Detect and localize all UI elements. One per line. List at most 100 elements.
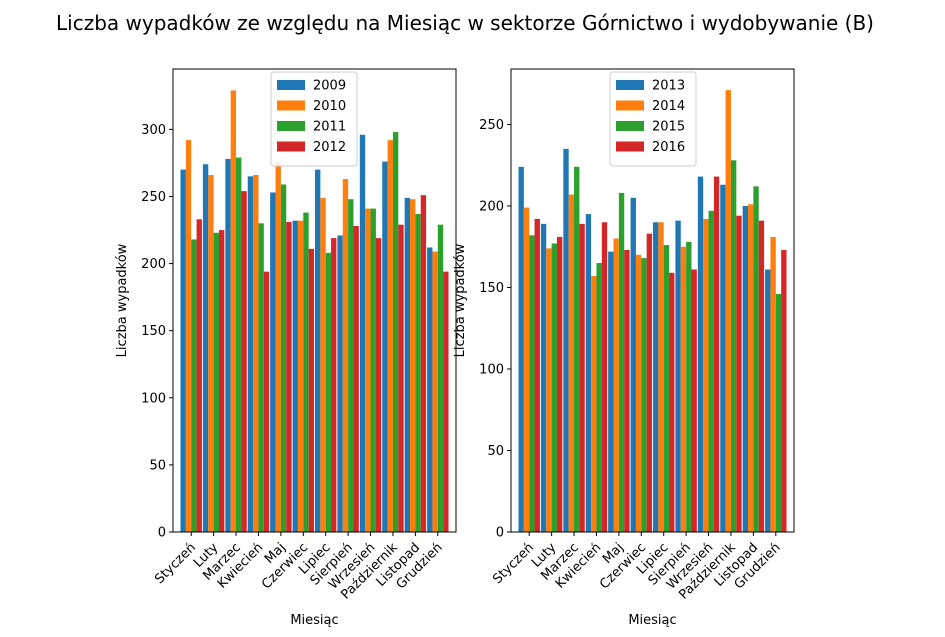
bar-2010-Kwiecień [253,175,259,532]
bar-2012-Listopad [420,195,427,532]
bar-2010-Styczeń [185,140,192,532]
bar-2016-Marzec [579,223,585,532]
legend-swatch [277,100,305,111]
y-axis-label: Liczba wypadków [453,243,468,357]
bar-2009-Lipiec [315,169,321,532]
bar-2015-Kwiecień [596,263,602,532]
bar-2012-Sierpień [353,226,359,532]
legend-swatch [616,80,644,90]
bar-2009-Maj [270,192,276,532]
bar-2014-Lipiec [658,222,664,532]
bar-2015-Maj [618,192,625,532]
bar-2013-Styczeń [518,166,524,532]
bar-2016-Czerwiec [646,233,653,532]
bar-2014-Luty [546,248,552,532]
bar-2009-Listopad [404,197,411,532]
x-tick-label: Styczeń [490,540,537,587]
bar-2011-Grudzień [437,224,444,532]
y-tick-label: 300 [141,123,166,138]
bar-2016-Luty [556,236,563,533]
y-tick-label: 0 [158,526,166,541]
bar-2010-Czerwiec [297,220,304,532]
legend-swatch [277,141,305,152]
bar-2011-Wrzesień [370,208,376,532]
legend: 2009 2010 2011 2012 [270,71,358,167]
x-axis-label: Miesiąc [290,613,338,628]
legend-label: 2012 [313,140,346,155]
bar-2009-Wrzesień [359,134,366,532]
bar-2011-Luty [213,232,219,533]
legend-label: 2010 [313,99,346,114]
y-tick-label: 50 [149,458,166,473]
bar-2016-Grudzień [781,249,787,532]
bar-2012-Styczeń [196,219,202,532]
bar-2009-Październik [382,161,388,532]
bar-2014-Listopad [748,204,754,532]
bar-2014-Maj [613,238,619,533]
bar-2015-Grudzień [775,293,782,532]
bar-2016-Kwiecień [601,222,608,532]
bar-2012-Czerwiec [308,248,315,532]
bar-2011-Lipiec [325,252,332,533]
bar-2016-Lipiec [669,272,675,532]
bar-2012-Październik [398,224,404,532]
bar-2016-Sierpień [691,269,697,532]
y-tick-label: 100 [479,362,504,377]
bar-2009-Kwiecień [247,176,254,533]
bar-2014-Styczeń [523,207,530,532]
legend-label: 2016 [652,140,685,155]
bar-2014-Październik [725,90,731,532]
legend-swatch [277,80,305,90]
bar-2015-Styczeń [529,235,535,533]
y-tick-label: 250 [479,118,504,133]
bar-2013-Sierpień [675,220,681,532]
axes-frame [510,68,795,533]
bar-2016-Wrzesień [713,176,720,532]
bar-2013-Kwiecień [585,214,592,532]
bar-2009-Luty [202,164,209,532]
bar-2012-Maj [286,221,292,533]
legend-label: 2009 [313,79,346,94]
y-tick-label: 200 [141,257,166,272]
y-tick-label: 100 [141,391,166,406]
x-tick-label: Styczeń [152,540,199,587]
bar-2011-Październik [392,132,399,532]
y-axis-label: Liczba wypadków [115,243,130,357]
y-tick-label: 150 [479,281,504,296]
bar-2011-Czerwiec [303,212,309,532]
y-tick-label: 150 [141,324,166,339]
left-chart-panel: 050100150200250300StyczeńLutyMarzecKwiec… [115,68,457,628]
bar-2015-Czerwiec [641,258,647,532]
bar-2014-Sierpień [680,246,687,532]
bar-2012-Kwiecień [263,271,270,532]
bar-2010-Październik [387,140,393,532]
bar-2015-Luty [551,243,557,532]
bar-2010-Sierpień [342,179,349,533]
bar-2014-Kwiecień [591,276,597,532]
legend-swatch [616,121,644,131]
bar-2010-Marzec [230,90,237,532]
legend-swatch [616,100,644,111]
bar-2011-Listopad [415,213,421,532]
y-tick-label: 50 [487,444,504,459]
y-tick-label: 250 [141,190,166,205]
bar-2015-Październik [730,160,737,533]
y-tick-label: 0 [496,526,504,541]
bar-2014-Marzec [568,194,575,532]
bar-2013-Lipiec [653,222,659,532]
chart-suptitle: Liczba wypadków ze względu na Miesiąc w … [56,11,874,35]
bar-2011-Marzec [236,157,242,532]
bar-2011-Maj [280,184,287,532]
bar-2010-Maj [275,162,281,532]
bar-2013-Czerwiec [630,197,636,533]
legend-label: 2013 [652,79,685,94]
bar-2010-Listopad [410,199,416,532]
bar-2009-Grudzień [427,247,433,533]
y-tick-label: 200 [479,199,504,214]
bar-2009-Marzec [225,158,231,533]
legend-swatch [277,121,305,131]
legend-label: 2015 [652,120,685,135]
bar-2014-Wrzesień [703,218,709,533]
legend-label: 2014 [652,99,685,114]
